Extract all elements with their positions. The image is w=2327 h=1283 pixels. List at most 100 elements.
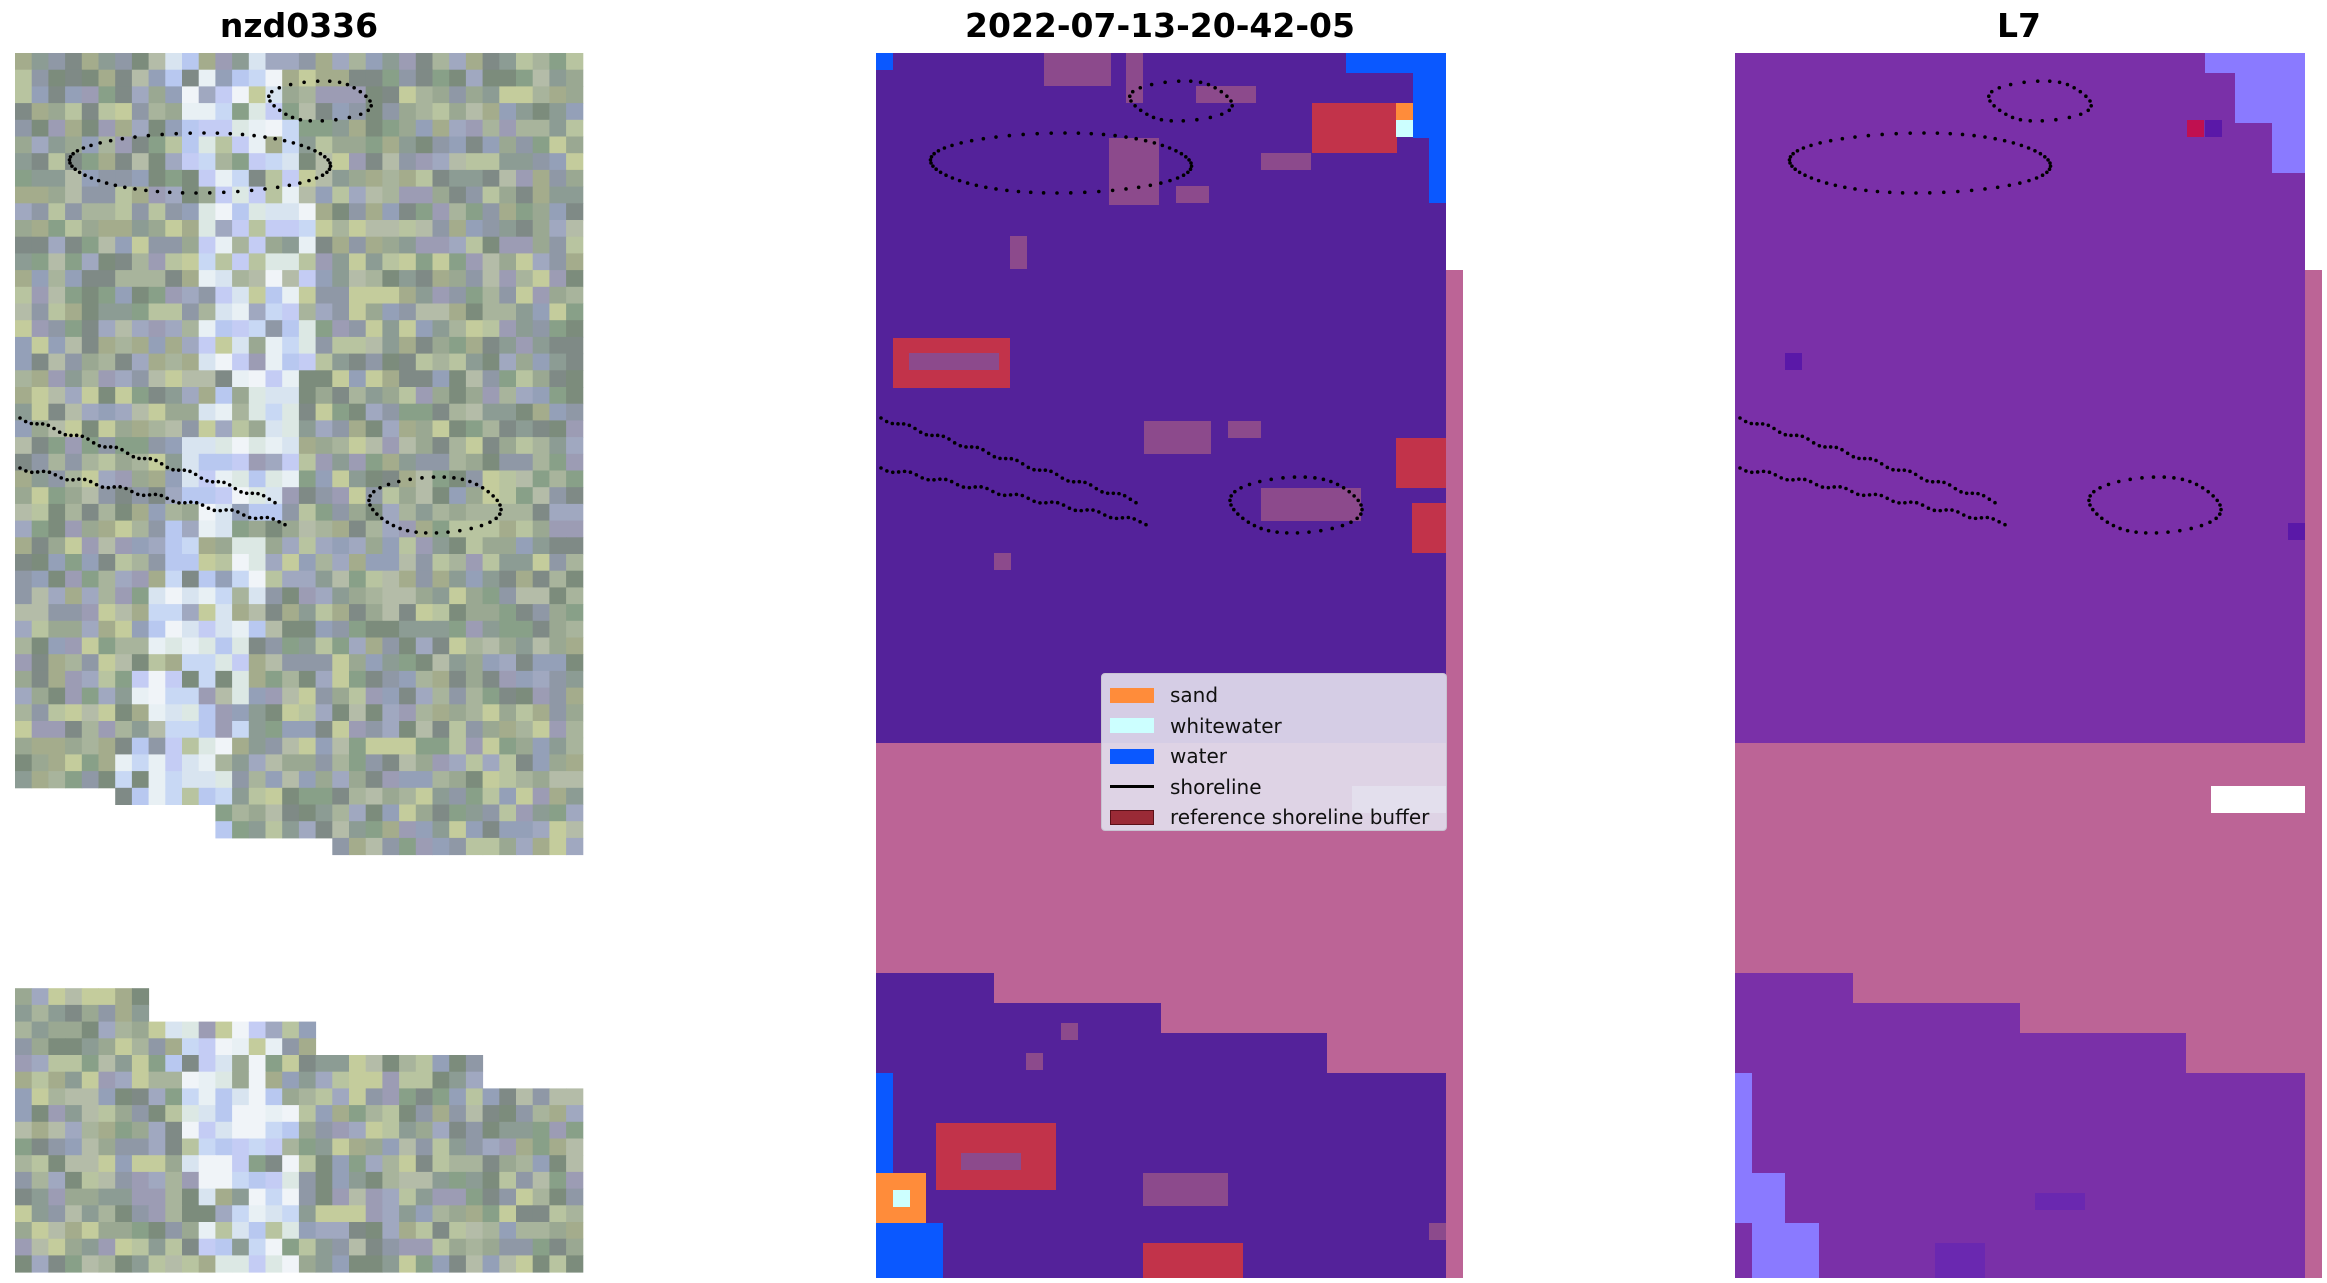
rgb-pixel [532,487,550,505]
shoreline-dot [1089,131,1094,136]
shoreline-dot [89,143,93,148]
rgb-pixel [65,186,83,204]
rgb-pixel [182,437,200,455]
rgb-pixel [115,86,133,104]
shoreline-dot [1993,136,1997,141]
rgb-pixel [315,86,333,104]
rgb-pixel [282,1055,300,1073]
rgb-pixel [148,537,166,555]
rgb-pixel [232,1171,250,1190]
rgb-pixel [282,1038,300,1056]
rgb-pixel [131,988,150,1006]
rgb-pixel [516,754,534,772]
rgb-pixel [415,103,433,121]
shoreline-dot [2018,181,2022,185]
buffer-mix [961,1153,1021,1170]
rgb-pixel [332,604,350,622]
shoreline-dot [1284,531,1289,535]
rgb-pixel [399,1171,417,1190]
rgb-pixel [349,487,367,505]
rgb-pixel [449,86,467,104]
rgb-pixel [198,620,216,638]
rgb-pixel [499,169,517,188]
rgb-pixel [499,53,517,71]
shoreline-dot [2090,507,2095,512]
index-light [2205,53,2305,73]
rgb-pixel [282,353,300,371]
shoreline-dot [2140,476,2144,480]
shoreline-dot [70,164,74,168]
rgb-pixel [31,771,49,789]
rgb-pixel [298,787,317,805]
rgb-pixel [48,320,66,338]
rgb-pixel [182,1021,200,1039]
rgb-pixel [415,1188,433,1206]
rgb-pixel [415,69,433,87]
rgb-pixel [48,620,66,638]
rgb-pixel [165,670,183,689]
rgb-pixel [182,787,200,805]
rgb-pixel [465,721,484,739]
index-image-panel [1735,53,2322,1278]
rgb-pixel [98,153,116,171]
rgb-pixel [15,1088,33,1106]
shoreline-dot [1783,432,1788,437]
rgb-pixel [499,387,517,405]
rgb-pixel [399,1205,417,1223]
rgb-pixel [282,1105,300,1123]
rgb-pixel [265,704,283,722]
rgb-pixel [182,387,200,405]
shoreline-dot [1275,530,1279,534]
rgb-pixel [499,1171,517,1190]
index-light [1735,1073,1752,1173]
rgb-pixel [399,103,417,121]
shoreline-dot [1049,500,1054,504]
shoreline-dot [2043,154,2047,159]
rgb-pixel [48,1255,66,1273]
rgb-pixel [15,1155,33,1173]
rgb-pixel [465,186,484,204]
shoreline-dot [398,526,402,531]
rgb-pixel [532,470,550,488]
rgb-pixel [532,1088,550,1106]
rgb-pixel [365,570,383,588]
rgb-pixel [549,1188,567,1206]
rgb-pixel [465,437,484,455]
rgb-pixel [332,670,350,689]
rgb-pixel [131,370,150,388]
rgb-pixel [382,203,400,221]
shoreline-dot [1885,496,1890,501]
rgb-pixel [232,420,250,438]
shoreline-dot [327,79,332,83]
rgb-pixel [31,637,49,655]
rgb-pixel [215,721,233,739]
shoreline-dot [80,434,85,439]
rgb-pixel [65,1071,83,1089]
legend-item-shoreline: shoreline [1110,772,1438,803]
shoreline-dot [1151,115,1156,120]
shoreline-dot [2028,119,2033,123]
shoreline-dot [414,530,418,534]
rgb-pixel [382,420,400,438]
legend-label: sand [1170,683,1219,708]
rgb-pixel [31,1171,49,1190]
classified-background-bottom [876,973,1446,1278]
rgb-pixel [182,1205,200,1223]
rgb-pixel [165,1238,183,1256]
rgb-pixel [449,1138,467,1156]
rgb-pixel [349,153,367,171]
rgb-pixel [482,771,500,789]
shoreline-dot [277,520,281,524]
shoreline-dot [250,491,255,496]
shoreline-dot [1189,161,1193,165]
rgb-pixel [15,236,33,254]
rgb-pixel [315,270,333,288]
rgb-pixel [131,153,150,171]
shoreline-dot [1032,467,1036,472]
rgb-pixel [81,604,99,622]
rgb-pixel [198,69,216,87]
rgb-pixel [232,570,250,588]
rgb-pixel [148,1121,166,1139]
shoreline-dot [498,512,502,516]
shoreline-dot [1785,477,1789,482]
